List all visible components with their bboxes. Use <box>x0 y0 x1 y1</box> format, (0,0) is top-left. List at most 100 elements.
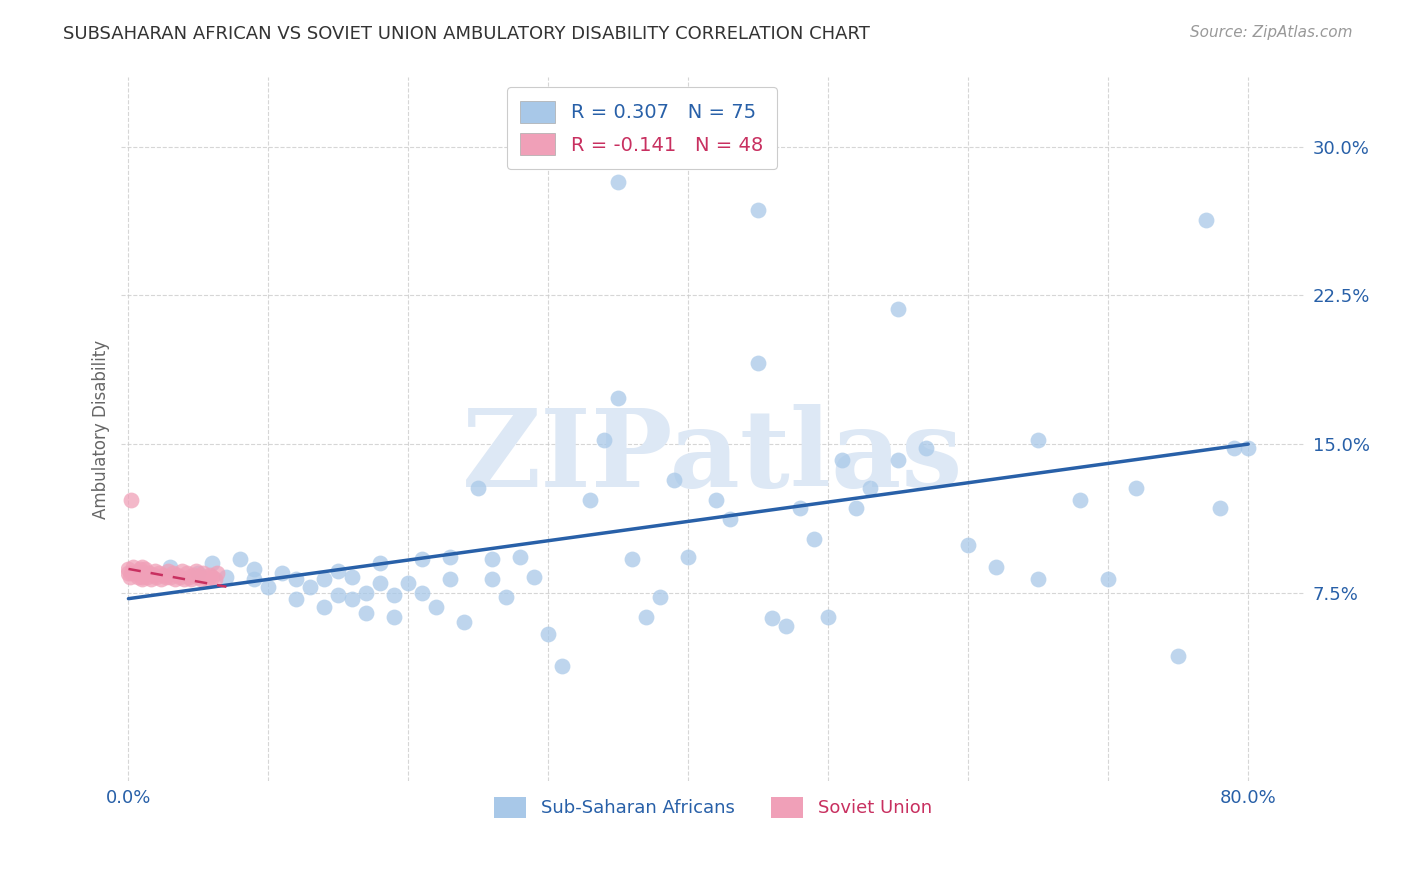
Point <box>370 575 392 590</box>
Point <box>342 591 364 606</box>
Point <box>187 566 209 580</box>
Point <box>356 606 378 620</box>
Point <box>131 570 153 584</box>
Point <box>747 356 769 370</box>
Point <box>1125 481 1147 495</box>
Point <box>142 567 165 582</box>
Point <box>678 549 700 564</box>
Point <box>152 567 174 582</box>
Point <box>650 590 672 604</box>
Point <box>184 564 207 578</box>
Point <box>180 572 202 586</box>
Point <box>124 566 146 580</box>
Point <box>704 492 727 507</box>
Point <box>789 500 811 515</box>
Point <box>139 572 162 586</box>
Point <box>159 560 181 574</box>
Point <box>169 570 191 584</box>
Point <box>1195 213 1218 227</box>
Point <box>1209 500 1232 515</box>
Point <box>384 588 406 602</box>
Point <box>314 572 336 586</box>
Point <box>135 570 157 584</box>
Point <box>183 567 205 582</box>
Point <box>342 570 364 584</box>
Point <box>162 566 184 580</box>
Point <box>328 564 350 578</box>
Point <box>120 492 142 507</box>
Point <box>134 562 156 576</box>
Point <box>1097 572 1119 586</box>
Text: ZIPatlas: ZIPatlas <box>463 404 963 510</box>
Point <box>803 532 825 546</box>
Point <box>356 585 378 599</box>
Point <box>285 591 308 606</box>
Point <box>859 481 882 495</box>
Point <box>127 570 149 584</box>
Point <box>887 453 910 467</box>
Point <box>118 570 141 584</box>
Point <box>537 627 560 641</box>
Point <box>271 566 294 580</box>
Point <box>201 556 224 570</box>
Point <box>145 570 167 584</box>
Point <box>328 588 350 602</box>
Point <box>761 611 783 625</box>
Point <box>243 572 266 586</box>
Point <box>481 572 503 586</box>
Point <box>149 572 172 586</box>
Point <box>299 580 322 594</box>
Point <box>170 564 193 578</box>
Point <box>636 609 658 624</box>
Point <box>1167 649 1189 664</box>
Point <box>191 566 214 580</box>
Point <box>915 441 938 455</box>
Point <box>132 566 155 580</box>
Point <box>187 570 209 584</box>
Point <box>887 302 910 317</box>
Point <box>439 572 461 586</box>
Point <box>1026 433 1049 447</box>
Point <box>425 599 447 614</box>
Point <box>509 549 531 564</box>
Point <box>131 560 153 574</box>
Point <box>205 566 228 580</box>
Point <box>229 552 252 566</box>
Point <box>1069 492 1091 507</box>
Point <box>1026 572 1049 586</box>
Point <box>831 453 853 467</box>
Point <box>173 572 195 586</box>
Point <box>411 552 433 566</box>
Point <box>156 564 179 578</box>
Point <box>453 615 475 630</box>
Point <box>285 572 308 586</box>
Point <box>243 562 266 576</box>
Point <box>579 492 602 507</box>
Point <box>201 570 224 584</box>
Point <box>621 552 644 566</box>
Point <box>664 473 686 487</box>
Point <box>1237 441 1260 455</box>
Point <box>747 203 769 218</box>
Point <box>163 572 186 586</box>
Point <box>845 500 868 515</box>
Point <box>131 572 153 586</box>
Point <box>523 570 546 584</box>
Point <box>215 570 238 584</box>
Point <box>148 566 170 580</box>
Point <box>467 481 489 495</box>
Point <box>817 609 839 624</box>
Point <box>159 570 181 584</box>
Point <box>607 176 630 190</box>
Legend: Sub-Saharan Africans, Soviet Union: Sub-Saharan Africans, Soviet Union <box>486 789 939 825</box>
Point <box>481 552 503 566</box>
Point <box>190 572 212 586</box>
Point <box>177 570 200 584</box>
Point <box>384 609 406 624</box>
Point <box>138 566 160 580</box>
Point <box>257 580 280 594</box>
Point <box>439 549 461 564</box>
Point <box>198 567 221 582</box>
Point <box>121 560 143 574</box>
Text: SUBSAHARAN AFRICAN VS SOVIET UNION AMBULATORY DISABILITY CORRELATION CHART: SUBSAHARAN AFRICAN VS SOVIET UNION AMBUL… <box>63 25 870 43</box>
